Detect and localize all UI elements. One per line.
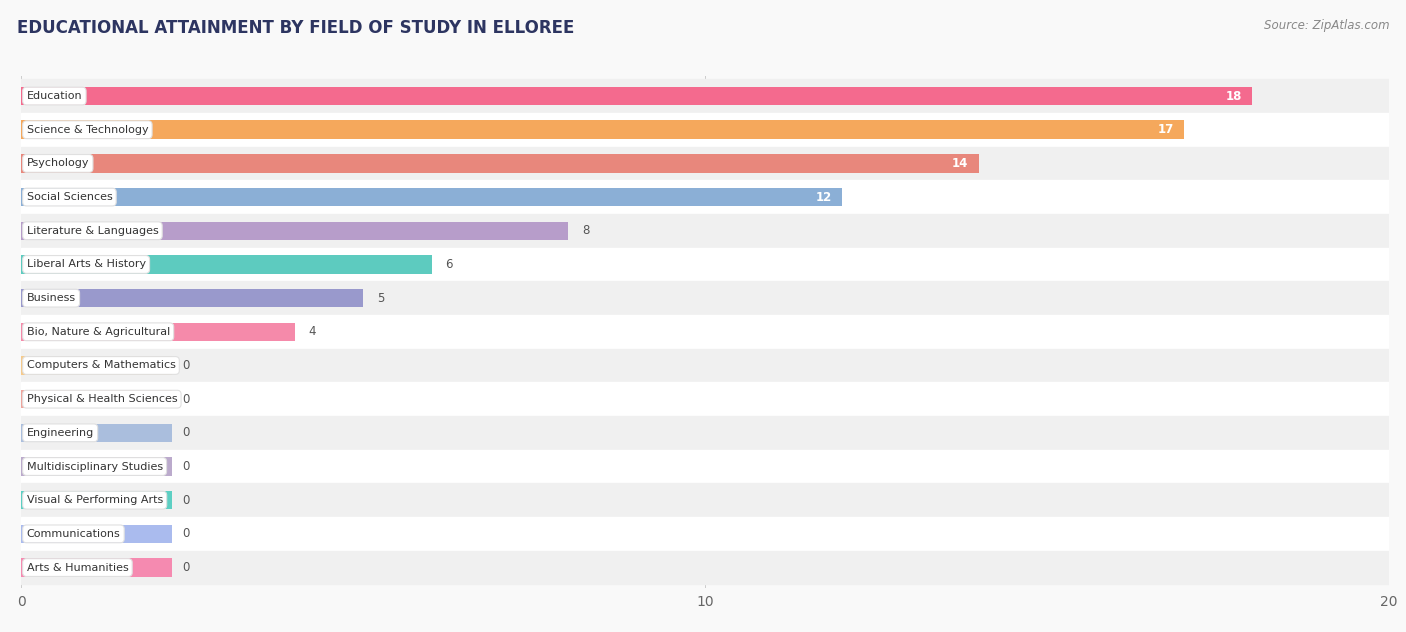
Text: Liberal Arts & History: Liberal Arts & History xyxy=(27,260,146,269)
Text: Multidisciplinary Studies: Multidisciplinary Studies xyxy=(27,461,163,471)
Bar xyxy=(21,458,172,476)
Bar xyxy=(21,289,363,307)
Bar xyxy=(21,180,1389,214)
Text: 0: 0 xyxy=(181,494,190,507)
Bar xyxy=(21,450,1389,483)
Bar xyxy=(21,423,172,442)
Text: Education: Education xyxy=(27,91,82,101)
Bar xyxy=(21,248,1389,281)
Bar xyxy=(21,322,295,341)
Text: Psychology: Psychology xyxy=(27,159,89,168)
Text: EDUCATIONAL ATTAINMENT BY FIELD OF STUDY IN ELLOREE: EDUCATIONAL ATTAINMENT BY FIELD OF STUDY… xyxy=(17,19,574,37)
Text: Business: Business xyxy=(27,293,76,303)
Bar xyxy=(21,491,172,509)
Bar xyxy=(21,550,1389,585)
Text: Bio, Nature & Agricultural: Bio, Nature & Agricultural xyxy=(27,327,170,337)
Text: 0: 0 xyxy=(181,460,190,473)
Text: Communications: Communications xyxy=(27,529,121,539)
Bar xyxy=(21,121,1184,139)
Bar xyxy=(21,221,568,240)
Bar xyxy=(21,349,1389,382)
Bar xyxy=(21,281,1389,315)
Text: 5: 5 xyxy=(377,291,384,305)
Text: 6: 6 xyxy=(446,258,453,271)
Bar xyxy=(21,483,1389,517)
Bar xyxy=(21,315,1389,349)
Text: Engineering: Engineering xyxy=(27,428,94,438)
Text: Social Sciences: Social Sciences xyxy=(27,192,112,202)
Bar xyxy=(21,558,172,577)
Bar xyxy=(21,147,1389,180)
Text: Physical & Health Sciences: Physical & Health Sciences xyxy=(27,394,177,404)
Bar xyxy=(21,113,1389,147)
Text: Arts & Humanities: Arts & Humanities xyxy=(27,562,128,573)
Text: 0: 0 xyxy=(181,427,190,439)
Text: Visual & Performing Arts: Visual & Performing Arts xyxy=(27,495,163,505)
Bar xyxy=(21,517,1389,550)
Text: 17: 17 xyxy=(1157,123,1174,137)
Text: 0: 0 xyxy=(181,561,190,574)
Text: 18: 18 xyxy=(1226,90,1241,102)
Bar xyxy=(21,356,172,375)
Bar xyxy=(21,154,979,173)
Text: 0: 0 xyxy=(181,527,190,540)
Bar xyxy=(21,390,172,408)
Bar xyxy=(21,214,1389,248)
Text: Science & Technology: Science & Technology xyxy=(27,125,148,135)
Bar xyxy=(21,525,172,543)
Text: 4: 4 xyxy=(308,325,316,338)
Bar xyxy=(21,188,842,206)
Text: Computers & Mathematics: Computers & Mathematics xyxy=(27,360,176,370)
Bar xyxy=(21,416,1389,450)
Text: 12: 12 xyxy=(815,191,832,204)
Text: 8: 8 xyxy=(582,224,589,237)
Text: Source: ZipAtlas.com: Source: ZipAtlas.com xyxy=(1264,19,1389,32)
Bar xyxy=(21,382,1389,416)
Text: Literature & Languages: Literature & Languages xyxy=(27,226,159,236)
Bar xyxy=(21,87,1253,106)
Text: 14: 14 xyxy=(952,157,969,170)
Bar xyxy=(21,79,1389,113)
Bar xyxy=(21,255,432,274)
Text: 0: 0 xyxy=(181,392,190,406)
Text: 0: 0 xyxy=(181,359,190,372)
